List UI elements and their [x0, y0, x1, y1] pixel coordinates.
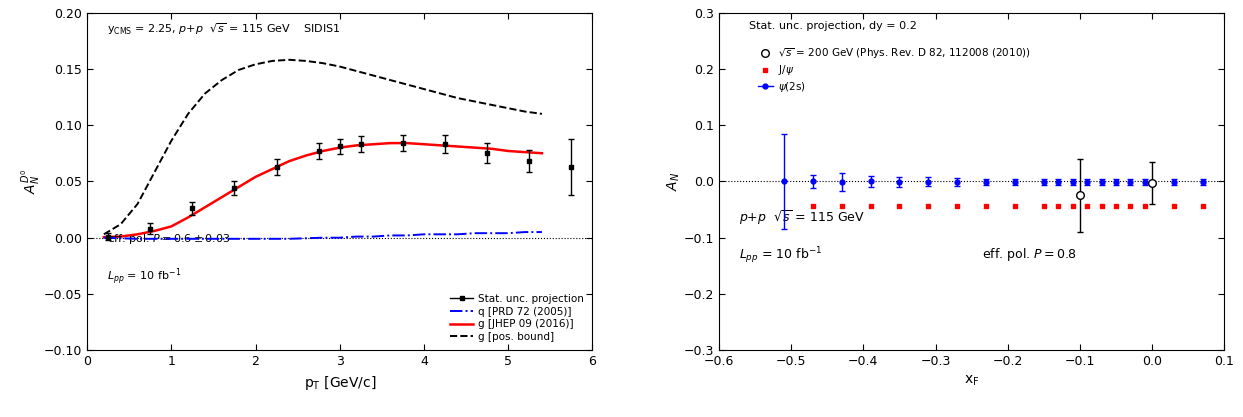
Text: eff. pol. $P = 0.8$: eff. pol. $P = 0.8$	[982, 246, 1076, 263]
Legend: Stat. unc. projection, q [PRD 72 (2005)], g [JHEP 09 (2016)], g [pos. bound]: Stat. unc. projection, q [PRD 72 (2005)]…	[447, 291, 587, 345]
Y-axis label: $A_N$: $A_N$	[666, 172, 682, 191]
Text: Stat. unc. projection, dy = 0.2: Stat. unc. projection, dy = 0.2	[750, 21, 917, 31]
Text: eff. pol. $P = 0.6 \pm 0.03$: eff. pol. $P = 0.6 \pm 0.03$	[107, 232, 230, 246]
Text: y$_{\rm CMS}$ = 2.25, $p$+$p$  $\sqrt{s}$ = 115 GeV    SIDIS1: y$_{\rm CMS}$ = 2.25, $p$+$p$ $\sqrt{s}$…	[107, 21, 341, 37]
Text: $L_{pp}$ = 10 fb$^{-1}$: $L_{pp}$ = 10 fb$^{-1}$	[107, 266, 181, 287]
Legend: $\sqrt{s}$ = 200 GeV (Phys. Rev. D 82, 112008 (2010)), J/$\psi$, $\psi$(2s): $\sqrt{s}$ = 200 GeV (Phys. Rev. D 82, 1…	[755, 43, 1034, 97]
Text: $p$+$p$  $\sqrt{s}$ = 115 GeV: $p$+$p$ $\sqrt{s}$ = 115 GeV	[740, 208, 865, 227]
Text: $L_{pp}$ = 10 fb$^{-1}$: $L_{pp}$ = 10 fb$^{-1}$	[740, 246, 823, 266]
X-axis label: x$_{\rm F}$: x$_{\rm F}$	[963, 374, 979, 388]
X-axis label: p$_{\rm T}$ [GeV/c]: p$_{\rm T}$ [GeV/c]	[303, 374, 375, 392]
Y-axis label: $A_N^{D^0}$: $A_N^{D^0}$	[20, 169, 42, 194]
